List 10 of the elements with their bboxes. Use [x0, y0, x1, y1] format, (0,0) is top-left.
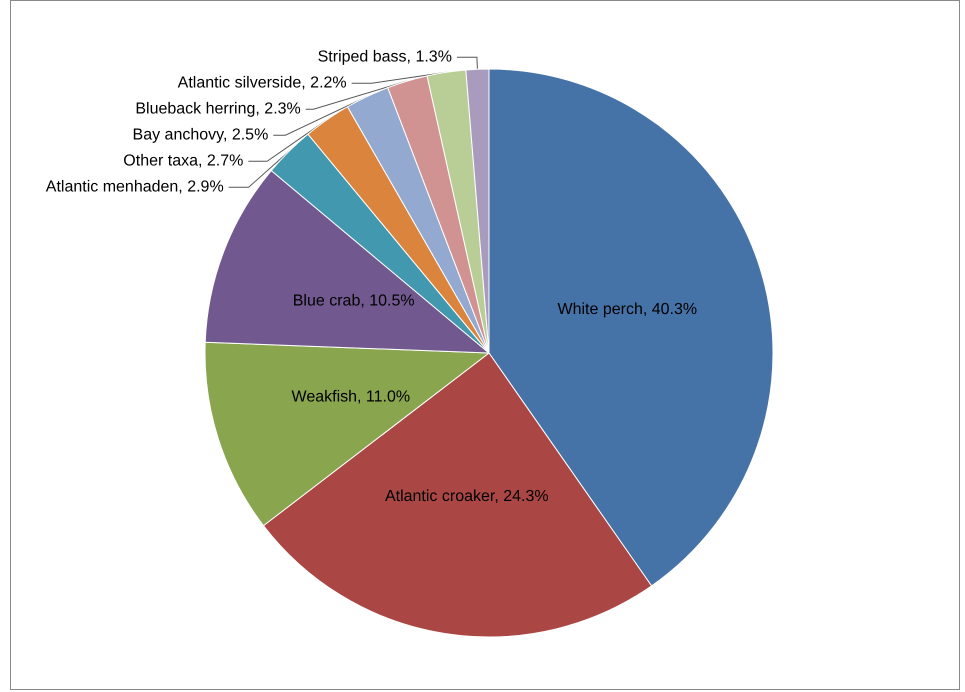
slice-label: Blueback herring, 2.3%: [135, 100, 301, 118]
slice-label: Weakfish, 11.0%: [292, 388, 410, 406]
slice-label: Atlantic silverside, 2.2%: [178, 74, 347, 92]
slice-label: Striped bass, 1.3%: [318, 48, 452, 66]
slice-label: Blue crab, 10.5%: [292, 292, 415, 310]
slice-label: Bay anchovy, 2.5%: [132, 126, 268, 144]
slice-label: Atlantic croaker, 24.3%: [384, 488, 549, 505]
slice-label: White perch, 40.3%: [558, 300, 698, 318]
slice-label: Atlantic menhaden, 2.9%: [46, 178, 224, 196]
slice-label: Other taxa, 2.7%: [123, 152, 244, 170]
